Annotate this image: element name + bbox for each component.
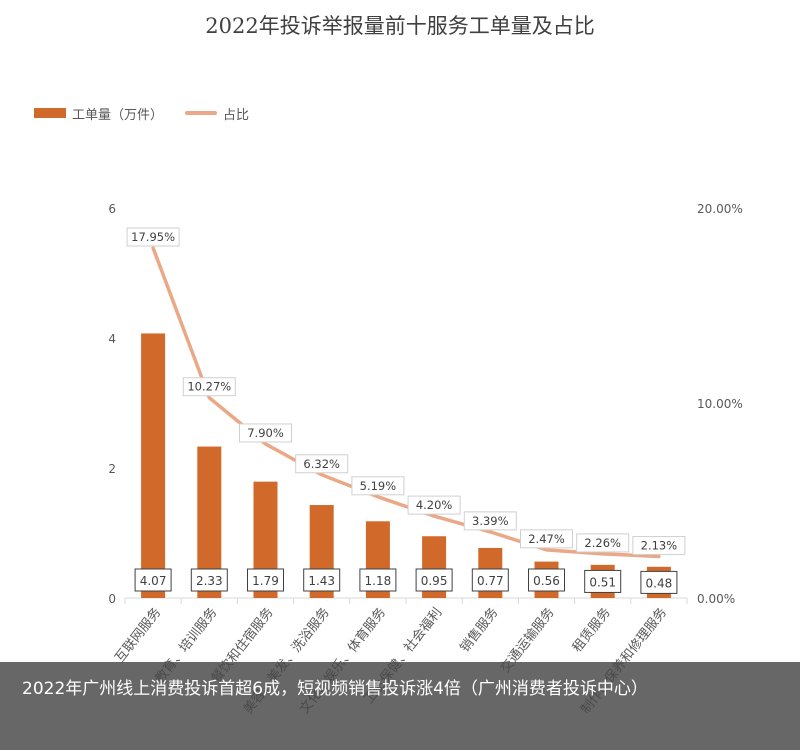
bar-value-label: 0.56 [533,574,560,588]
bar-value-label-box [303,568,341,592]
bar-value-label-box [528,568,565,592]
bar-value-label-box [247,568,284,592]
legend-line-label: 占比 [223,107,250,123]
legend-line-swatch [185,111,218,115]
ratio-value-label-box [576,533,630,553]
ratio-value-label: 2.13% [641,538,678,552]
ratio-line [151,246,661,559]
left-tick-label: 4 [108,332,116,346]
ratio-value-label: 2.47% [528,532,565,546]
ratio-value-label-box [239,423,292,443]
ratio-value-label-box [407,495,461,515]
ratio-value-label: 3.39% [472,514,509,528]
ratio-value-label-box [520,529,573,549]
ratio-value-label-box [295,454,349,474]
ratio-value-label-box [463,511,517,531]
ratio-value-label: 10.27% [187,380,231,394]
ratio-value-label: 6.32% [303,457,340,471]
legend-bar-swatch [34,108,66,118]
chart-title: 2022年投诉举报量前十服务工单量及占比 [205,14,595,38]
category-label: 互联网服务 [112,605,165,666]
ratio-value-label: 7.90% [247,426,284,440]
left-tick-label: 6 [108,202,116,216]
ratio-value-label: 17.95% [131,230,175,244]
bar-value-label: 0.48 [646,576,673,590]
bar-value-label: 0.95 [421,574,448,588]
right-tick-label: 20.00% [697,202,743,216]
legend-bar-label: 工单量（万件） [72,107,164,123]
bar-value-label-box [134,568,172,592]
category-label: 租赁服务 [569,605,614,656]
bar [141,333,166,598]
ratio-value-label-box [182,377,236,397]
ratio-value-label-box [351,476,405,496]
image-caption: 2022年广州线上消费投诉首超6成，短视频销售投诉涨4倍（广州消费者投诉中心） [0,662,800,750]
ratio-value-label-box [632,535,686,555]
ratio-value-label: 2.26% [584,536,621,550]
ratio-value-label: 5.19% [360,479,397,493]
category-label: 销售服务 [457,605,502,656]
ratio-value-label-box [126,227,180,247]
legend: 工单量（万件） 占比 [34,103,249,123]
bar-value-label-box [471,568,509,592]
right-tick-label: 0.00% [697,592,735,606]
bar-value-label-box [415,568,453,592]
bar-value-label: 2.33 [196,574,223,588]
bar-value-label-box [359,568,397,592]
left-tick-label: 0 [108,592,116,606]
bar-value-label: 0.77 [477,574,504,588]
bar-value-label: 1.43 [308,574,335,588]
left-tick-label: 2 [108,462,116,476]
right-tick-label: 10.00% [697,397,743,411]
bar-value-label: 4.07 [140,574,167,588]
bar-value-label: 1.79 [252,574,279,588]
bar-value-label: 0.51 [589,575,616,589]
ratio-value-label: 4.20% [416,498,453,512]
bar-value-label: 1.18 [365,574,392,588]
bar-value-label-box [190,568,228,592]
bar-value-label-box [640,570,678,594]
bar-value-label-box [584,569,622,593]
